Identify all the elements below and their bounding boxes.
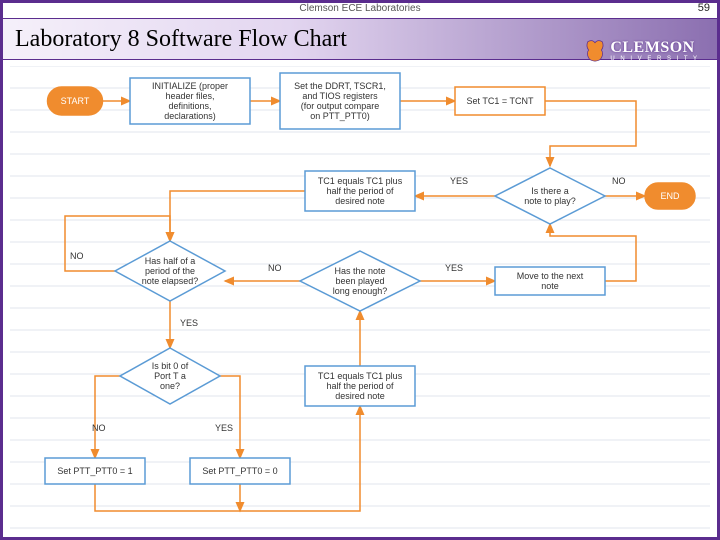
edge-label: YES	[450, 176, 468, 186]
edge-label: NO	[70, 251, 84, 261]
title-banner: Laboratory 8 Software Flow Chart CLEMSON…	[3, 18, 717, 60]
edge-label: NO	[92, 423, 106, 433]
flowchart-canvas: NOYESNOYESNOYESNOYES STARTINITIALIZE (pr…	[10, 66, 710, 532]
edge-label: NO	[268, 263, 282, 273]
edge-label: NO	[612, 176, 626, 186]
header-lab-name: Clemson ECE Laboratories	[0, 0, 720, 18]
node-label: Set PTT_PTT0 = 0	[202, 466, 277, 476]
edge-bit0-ptt1	[95, 376, 120, 458]
logo-text-secondary: U N I V E R S I T Y	[610, 56, 699, 62]
node-label: END	[660, 191, 680, 201]
edge-bit0-ptt0	[220, 376, 240, 458]
edge-label: YES	[445, 263, 463, 273]
paw-icon	[584, 39, 606, 63]
node-label: START	[61, 96, 90, 106]
clemson-logo: CLEMSON U N I V E R S I T Y	[584, 39, 699, 63]
node-label: Set PTT_PTT0 = 1	[57, 466, 132, 476]
edge-label: YES	[180, 318, 198, 328]
edge-label: YES	[215, 423, 233, 433]
node-label: Is there anote to play?	[524, 186, 576, 206]
page-number: 59	[698, 2, 710, 14]
node-label: Has half of aperiod of thenote elapsed?	[142, 256, 199, 286]
page-title: Laboratory 8 Software Flow Chart	[15, 26, 347, 53]
edge-settc1-noteq	[545, 101, 636, 166]
logo-text-primary: CLEMSON	[610, 40, 699, 56]
node-label: Has the notebeen playedlong enough?	[333, 266, 388, 296]
node-label: Set TC1 = TCNT	[467, 96, 534, 106]
